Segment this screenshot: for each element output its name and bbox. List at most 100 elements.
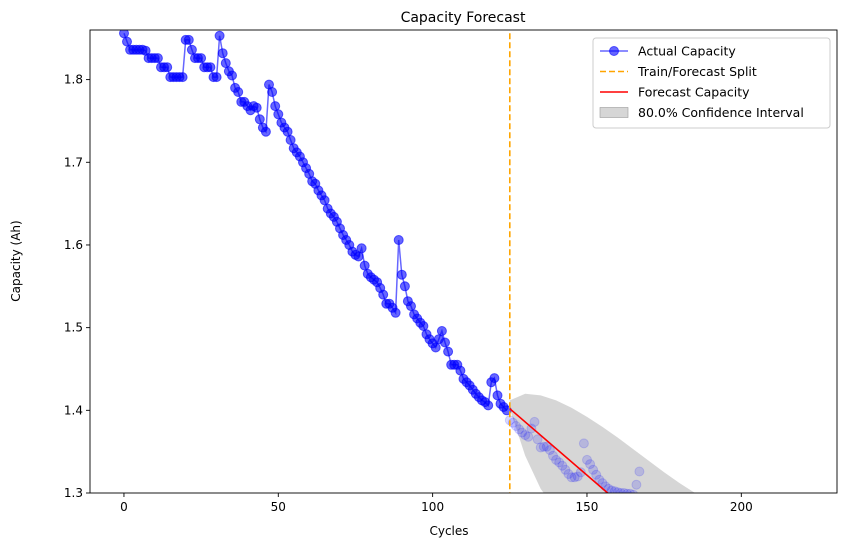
test-point	[523, 431, 534, 442]
actual-capacity-point	[489, 373, 500, 384]
chart-title: Capacity Forecast	[401, 10, 526, 26]
actual-capacity-point	[227, 70, 237, 81]
series-layer	[119, 30, 645, 493]
x-tick-label: 150	[576, 500, 599, 514]
x-axis: 0 50 100 150 200	[120, 493, 753, 514]
actual-capacity-point	[220, 58, 231, 69]
test-point	[585, 459, 596, 470]
legend-label: Forecast Capacity	[638, 85, 750, 100]
actual-capacity-point	[260, 126, 271, 137]
actual-capacity-point	[353, 251, 364, 262]
actual-capacity-point	[186, 44, 197, 55]
x-tick-label: 200	[730, 500, 753, 514]
actual-capacity-point	[270, 101, 281, 112]
test-point	[619, 488, 629, 493]
test-point	[634, 466, 645, 477]
actual-capacity-point	[273, 109, 284, 120]
test-point	[541, 441, 552, 452]
actual-capacity-point	[217, 48, 228, 59]
actual-capacity-point	[251, 102, 262, 113]
actual-capacity-point	[122, 36, 132, 47]
actual-capacity-point	[418, 321, 429, 331]
actual-capacity-point	[282, 126, 293, 137]
actual-capacity-point	[443, 346, 454, 357]
actual-capacity-point	[196, 53, 207, 64]
actual-capacity-point	[152, 53, 163, 64]
test-point	[514, 424, 525, 435]
x-tick-label: 50	[271, 500, 286, 514]
y-tick-label: 1.6	[64, 238, 83, 252]
actual-capacity-point	[390, 307, 401, 318]
actual-capacity-point	[399, 281, 410, 292]
y-axis: 1.3 1.4 1.5 1.6 1.7 1.8	[64, 73, 90, 500]
y-axis-label: Capacity (Ah)	[9, 220, 23, 301]
legend-label: Train/Forecast Split	[637, 64, 757, 79]
actual-capacity-point	[319, 195, 330, 206]
actual-capacity-point	[483, 400, 494, 411]
y-tick-label: 1.7	[64, 155, 83, 169]
test-point	[606, 485, 617, 493]
confidence-band-layer	[509, 393, 695, 493]
actual-capacity-point	[430, 342, 441, 353]
legend-box	[592, 37, 831, 129]
actual-capacity-point	[359, 260, 370, 271]
test-point	[538, 441, 549, 452]
y-tick-label: 1.4	[64, 403, 83, 417]
test-point	[609, 486, 620, 493]
confidence-interval-band	[509, 393, 695, 493]
actual-capacity-point	[393, 235, 404, 245]
actual-capacity-point	[455, 365, 466, 376]
test-point	[569, 472, 580, 483]
test-point	[588, 464, 599, 475]
x-tick-label: 0	[120, 500, 128, 514]
actual-capacity-point	[177, 72, 188, 83]
test-point	[566, 472, 577, 483]
actual-capacity-point	[440, 337, 450, 348]
test-point	[591, 469, 602, 480]
test-point	[628, 489, 639, 493]
actual-capacity-point	[233, 87, 244, 97]
legend-swatch-interval	[599, 107, 629, 118]
actual-capacity-point	[183, 34, 194, 45]
y-tick-label: 1.3	[64, 486, 83, 500]
forecast-capacity-line	[509, 408, 609, 493]
actual-capacity-point	[406, 301, 416, 312]
actual-capacity-point	[285, 135, 296, 145]
test-point	[511, 421, 521, 431]
test-point	[548, 450, 558, 461]
test-point	[582, 454, 592, 465]
actual-capacity-point	[254, 114, 265, 125]
actual-capacity-point	[162, 62, 173, 73]
actual-capacity-point	[492, 390, 503, 401]
test-point	[612, 487, 623, 493]
test-point	[557, 460, 568, 471]
test-point	[615, 488, 626, 493]
actual-capacity-point	[436, 326, 447, 336]
test-point	[572, 471, 583, 482]
x-axis-label: Cycles	[429, 524, 468, 538]
legend-swatch-actual-marker	[609, 46, 619, 56]
y-tick-label: 1.8	[64, 73, 83, 87]
legend-label: 80.0% Confidence Interval	[638, 105, 804, 120]
y-tick-label: 1.5	[64, 321, 83, 335]
legend: Actual Capacity Train/Forecast Split Forec…	[592, 37, 831, 129]
x-tick-label: 100	[421, 500, 444, 514]
actual-capacity-point	[396, 269, 407, 280]
test-point	[578, 438, 589, 449]
test-point	[560, 464, 571, 475]
actual-capacity-point	[211, 72, 222, 83]
test-point	[520, 430, 531, 441]
test-point	[554, 457, 565, 468]
actual-capacity-point	[356, 243, 367, 254]
test-point	[517, 427, 528, 438]
actual-capacity-point	[214, 30, 225, 41]
test-point	[622, 488, 633, 493]
test-point	[551, 454, 562, 465]
legend-label: Actual Capacity	[638, 44, 736, 59]
test-point	[532, 434, 543, 445]
test-point	[575, 467, 586, 478]
test-point	[594, 474, 605, 485]
actual-capacity-point	[267, 87, 278, 97]
test-point	[529, 416, 540, 427]
